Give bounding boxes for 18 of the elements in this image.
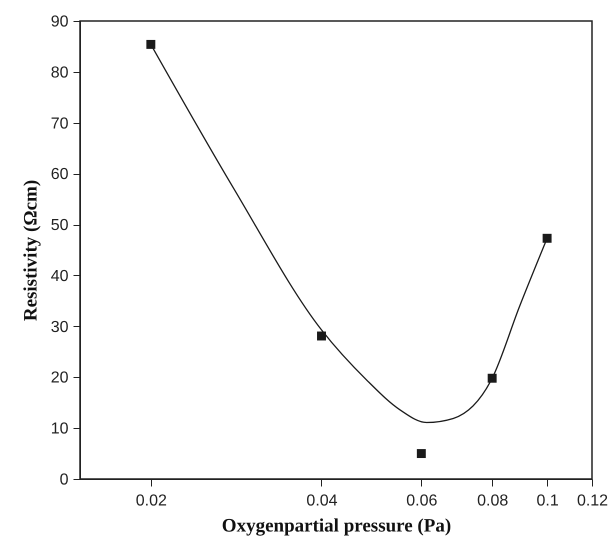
x-tick-label: 0.08 [477, 492, 508, 510]
y-tick-label: 50 [50, 217, 69, 234]
x-tick-label: 0.04 [306, 492, 338, 510]
y-tick-label: 90 [50, 14, 69, 30]
x-tick-label: 0.06 [406, 492, 438, 510]
y-tick-label: 30 [50, 318, 69, 336]
y-tick-label: 80 [50, 64, 69, 82]
y-tick-label: 20 [50, 370, 69, 387]
x-tick-label: 0.12 [576, 492, 608, 510]
x-tick-label: 0.1 [536, 492, 559, 510]
y-tick-label: 70 [50, 115, 69, 132]
y-axis-title: Resistivity (Ωcm) [20, 180, 42, 322]
x-axis-title: Oxygenpartial pressure (Pa) [222, 516, 452, 536]
y-tick-label: 40 [50, 268, 69, 285]
x-tick-label: 0.02 [136, 492, 168, 510]
y-tick-label: 60 [50, 166, 69, 184]
y-tick-label: 10 [50, 420, 69, 438]
y-tick-label: 0 [60, 472, 69, 488]
